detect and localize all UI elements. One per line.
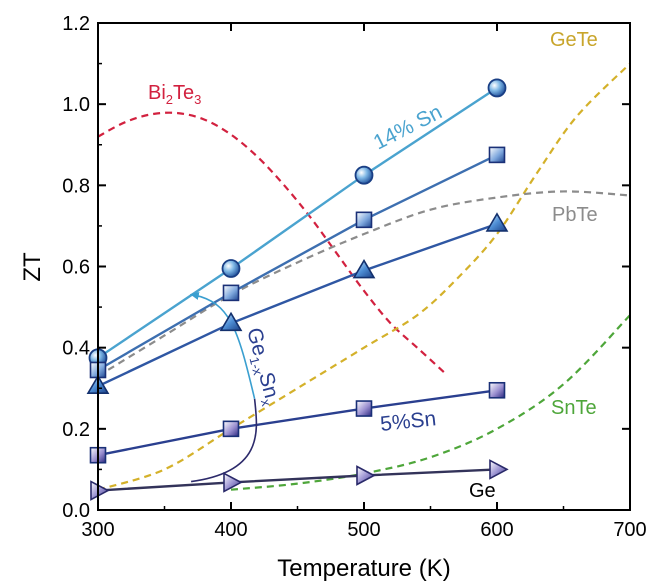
marker-sq-a-500 [355, 211, 373, 229]
marker-ge-500 [356, 465, 376, 486]
ref-curve-pbte [97, 190, 631, 378]
marker-ge-600 [489, 459, 509, 480]
y-axis-title: ZT [19, 252, 46, 282]
marker-ge-400 [223, 472, 243, 493]
marker-tri-500 [352, 258, 376, 279]
y-tick-label-0.8: 0.8 [62, 175, 90, 197]
x-tick-label-300: 300 [81, 519, 114, 541]
ref-curve-snte [230, 314, 631, 491]
marker-sq-a-400 [222, 284, 240, 302]
bi2te3-label: Bi2Te3 [148, 82, 201, 107]
x-tick-label-700: 700 [613, 519, 646, 541]
y-tick-label-0.6: 0.6 [62, 257, 90, 279]
series-line-tri [97, 222, 498, 388]
snte-label: SnTe [551, 397, 597, 419]
y-tick-label-1.0: 1.0 [62, 94, 90, 116]
series-line-ge [97, 468, 498, 492]
series-line-sn14 [97, 86, 498, 359]
x-axis-title: Temperature (K) [277, 555, 450, 582]
marker-sn14-500 [354, 165, 374, 185]
series-markers [86, 78, 509, 501]
series-lines [97, 86, 498, 492]
y-tick-label-0.0: 0.0 [62, 500, 90, 522]
x-tick-label-400: 400 [214, 519, 247, 541]
gete-label: GeTe [550, 29, 598, 51]
marker-tri-400 [219, 311, 243, 332]
marker-sn5-400 [222, 420, 240, 438]
y-tick-label-1.2: 1.2 [62, 13, 90, 35]
reference-curves [97, 62, 631, 491]
marker-sq-a-600 [488, 146, 506, 164]
pbte-label: PbTe [552, 204, 598, 226]
marker-sn5-600 [488, 381, 506, 399]
x-tick-label-600: 600 [480, 519, 513, 541]
marker-tri-600 [485, 212, 509, 232]
marker-sn5-500 [355, 400, 373, 417]
axis-ticks: 300 400 500 600 700 0.0 0.2 0.4 0.6 0.8 1.0 1.2 [62, 13, 647, 541]
sn5-label: 5%Sn [379, 407, 437, 436]
y-tick-label-0.2: 0.2 [62, 419, 90, 441]
marker-sn14-600 [487, 78, 507, 98]
y-tick-label-0.4: 0.4 [62, 338, 90, 360]
ge-label: Ge [469, 480, 496, 502]
x-tick-label-500: 500 [347, 519, 380, 541]
ref-curve-gete [97, 62, 631, 491]
series-line-sn5 [97, 389, 498, 457]
marker-ge-300 [90, 480, 110, 501]
ge-sn-arrow [190, 398, 258, 483]
ref-curve-bi2te3 [97, 111, 445, 373]
marker-sn14-400 [221, 259, 241, 278]
series-line-sq-a [97, 153, 498, 372]
